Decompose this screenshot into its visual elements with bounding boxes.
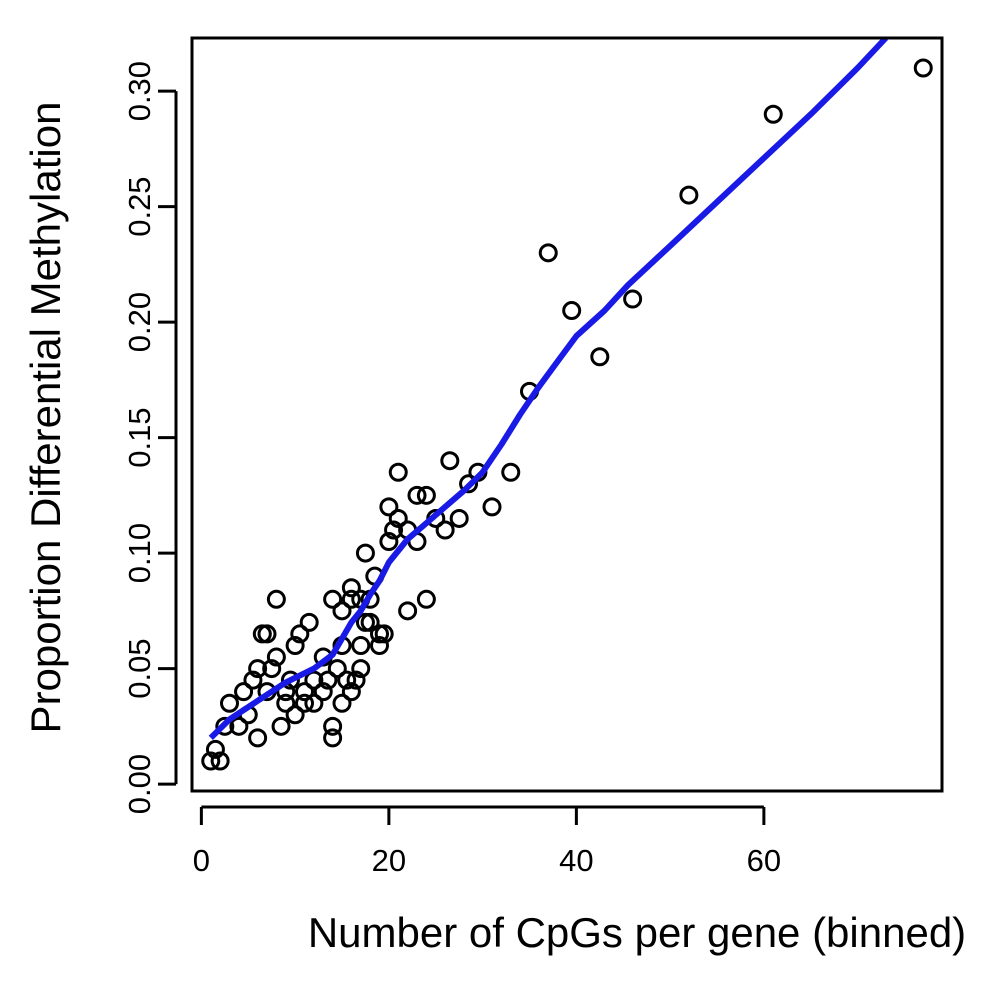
x-tick-label: 20 <box>372 843 406 878</box>
data-point <box>337 670 357 690</box>
data-point <box>416 589 436 609</box>
data-point <box>210 751 230 771</box>
y-axis: 0.00 0.05 0.10 0.15 0.20 0.25 0.30 <box>122 61 178 814</box>
data-point <box>304 670 324 690</box>
plot-frame <box>190 36 944 793</box>
data-point <box>538 243 558 263</box>
data-point <box>313 682 333 702</box>
data-point <box>623 289 643 309</box>
data-point <box>323 716 343 736</box>
data-point <box>276 693 296 713</box>
x-axis: 0 20 40 60 <box>193 805 781 878</box>
y-tick-label: 0.25 <box>122 176 157 236</box>
data-point <box>562 301 582 321</box>
x-tick-label: 40 <box>559 843 593 878</box>
data-point <box>243 670 263 690</box>
data-point <box>266 647 286 667</box>
data-point <box>501 462 521 482</box>
y-tick-label: 0.10 <box>122 523 157 583</box>
data-point <box>262 659 282 679</box>
x-tick-label: 60 <box>747 843 781 878</box>
data-point <box>679 185 699 205</box>
data-point <box>323 589 343 609</box>
data-point <box>440 451 460 471</box>
data-point <box>355 543 375 563</box>
data-point <box>205 739 225 759</box>
data-point <box>384 520 404 540</box>
data-point <box>351 635 371 655</box>
data-point <box>370 635 389 655</box>
data-point <box>388 462 408 482</box>
data-point <box>449 508 469 528</box>
scatter-points <box>201 58 933 771</box>
smooth-lines <box>208 38 888 741</box>
data-point <box>379 532 399 552</box>
data-point <box>763 104 783 124</box>
data-point <box>248 728 268 748</box>
data-point <box>388 508 408 528</box>
data-point <box>435 520 455 540</box>
data-point <box>398 601 418 621</box>
y-tick-label: 0.15 <box>122 407 157 467</box>
y-tick-label: 0.05 <box>122 638 157 698</box>
data-point <box>327 659 347 679</box>
data-point <box>332 601 352 621</box>
data-point <box>285 635 305 655</box>
fit-line <box>208 38 888 741</box>
x-tick-label: 0 <box>193 843 210 878</box>
data-point <box>234 682 254 702</box>
y-tick-label: 0.30 <box>122 61 157 121</box>
data-point <box>913 58 933 78</box>
x-axis-title: Number of CpGs per gene (binned) <box>308 909 966 956</box>
data-point <box>346 670 366 690</box>
y-tick-label: 0.00 <box>122 754 157 814</box>
data-point <box>290 624 310 644</box>
data-point <box>295 693 314 713</box>
data-point <box>459 474 479 494</box>
data-point <box>229 716 249 736</box>
data-point <box>248 659 268 679</box>
data-point <box>257 624 277 644</box>
data-point <box>351 659 371 679</box>
data-point <box>304 693 324 713</box>
data-point <box>318 670 338 690</box>
y-tick-label: 0.20 <box>122 292 157 352</box>
data-point <box>271 716 291 736</box>
data-point <box>285 705 305 725</box>
data-point <box>374 624 394 644</box>
data-point <box>341 589 361 609</box>
data-point <box>220 693 239 713</box>
data-point <box>482 497 502 517</box>
data-point <box>299 612 319 632</box>
data-point <box>407 485 427 505</box>
data-point <box>416 485 436 505</box>
data-point <box>590 347 610 367</box>
data-point <box>332 693 352 713</box>
data-point <box>201 751 221 771</box>
data-point <box>379 497 399 517</box>
data-point <box>360 612 380 632</box>
data-point <box>266 589 286 609</box>
data-point <box>323 728 343 748</box>
data-point <box>341 682 361 702</box>
data-point <box>280 670 300 690</box>
y-axis-title: Proportion Differential Methylation <box>22 102 69 734</box>
data-point <box>295 682 314 702</box>
data-point <box>341 578 361 598</box>
data-point <box>215 716 235 736</box>
